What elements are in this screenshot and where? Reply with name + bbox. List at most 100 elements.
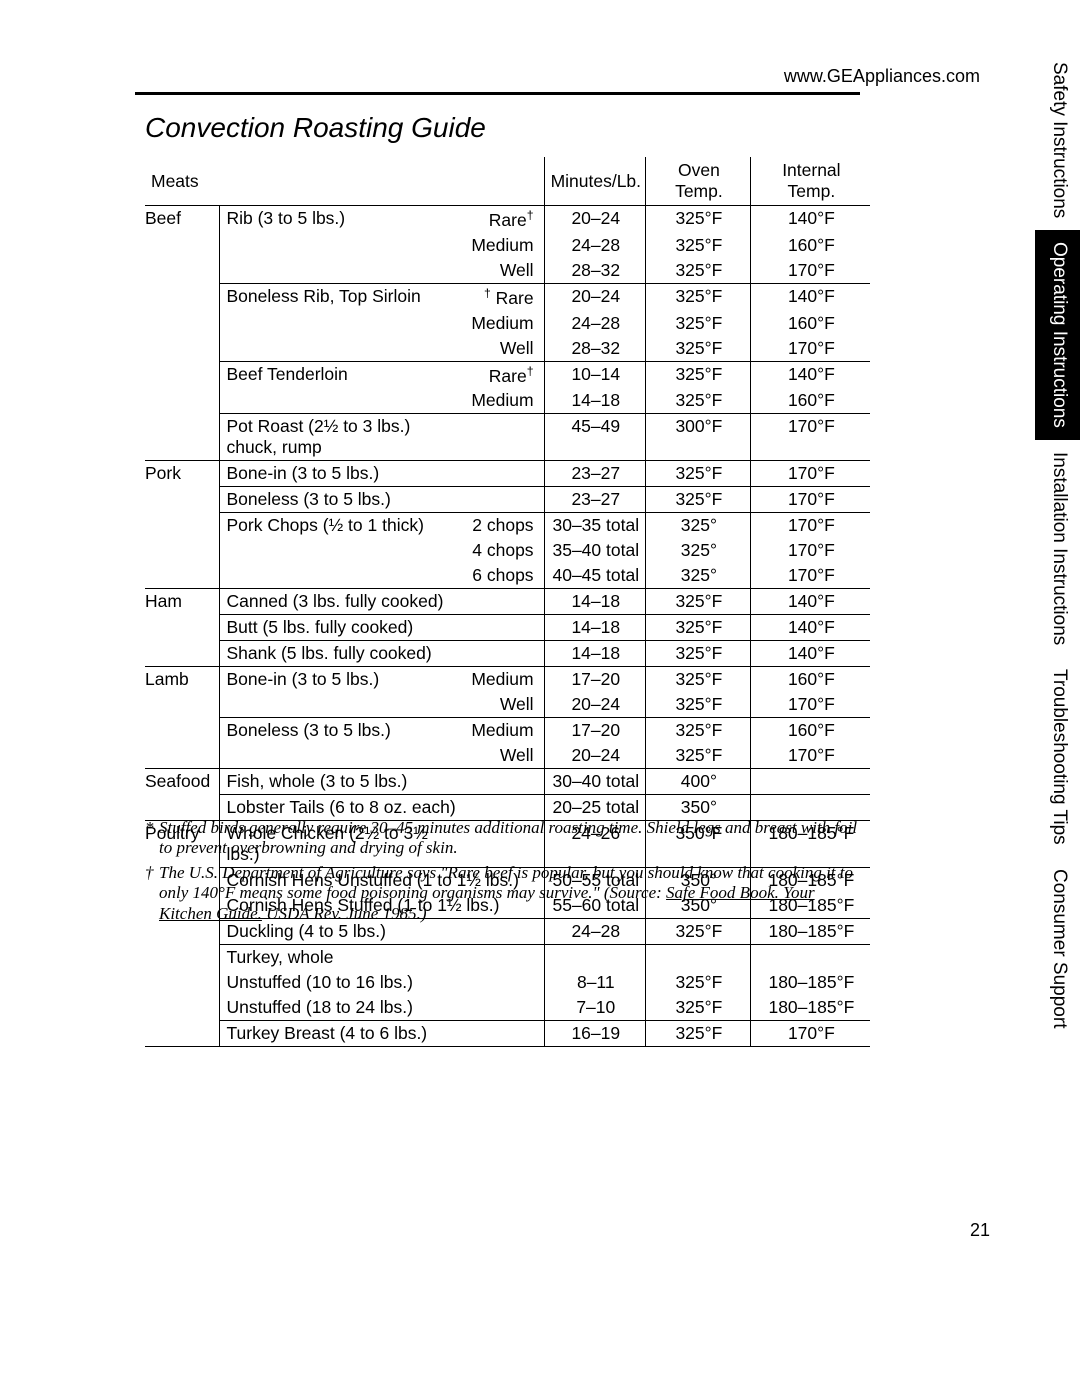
doneness: Rare† [464,206,544,233]
cell-minutes: 45–49 [544,414,645,461]
cut-description [220,388,464,414]
cell-minutes: 10–14 [544,361,645,388]
cell-internal: 170°F [750,513,870,539]
cell-internal [750,769,870,795]
side-tab[interactable]: Installation Instructions [1035,440,1080,657]
cell-minutes: 20–24 [544,743,645,769]
cell-internal: 140°F [750,283,870,310]
cut-description: Beef Tenderloin [220,361,464,388]
cell-minutes: 30–35 total [544,513,645,539]
col-header-spacer [220,157,464,206]
cell-internal: 160°F [750,311,870,336]
side-tab[interactable]: Consumer Support [1035,857,1080,1040]
side-tab[interactable]: Troubleshooting Tips [1035,657,1080,857]
cell-internal: 170°F [750,336,870,362]
cell-oven: 325° [646,563,751,589]
cell-minutes: 23–27 [544,461,645,487]
cell-oven: 325°F [646,615,751,641]
cell-oven: 325°F [646,487,751,513]
cut-description [220,311,464,336]
cell-oven: 325°F [646,206,751,233]
cell-minutes: 35–40 total [544,538,645,563]
cut-description: Boneless Rib, Top Sirloin [220,283,464,310]
col-header-minutes: Minutes/Lb. [544,157,645,206]
cell-minutes: 7–10 [544,995,645,1021]
meat-category: Beef [145,206,220,461]
cell-internal [750,945,870,971]
cell-minutes: 23–27 [544,487,645,513]
cut-description [220,692,464,718]
side-tab[interactable]: Operating Instructions [1035,230,1080,440]
doneness: Well [464,692,544,718]
doneness [464,461,544,487]
cut-description [220,743,464,769]
cell-minutes: 30–40 total [544,769,645,795]
doneness: Well [464,336,544,362]
doneness [464,1021,544,1047]
cut-description [220,258,464,284]
col-header-done [464,157,544,206]
cell-oven: 325° [646,538,751,563]
cell-internal: 170°F [750,1021,870,1047]
cut-description: Unstuffed (10 to 16 lbs.) [220,970,544,995]
cut-description: Pot Roast (2½ to 3 lbs.) chuck, rump [220,414,464,461]
doneness: Medium [464,388,544,414]
cut-description: Unstuffed (18 to 24 lbs.) [220,995,544,1021]
cell-minutes: 40–45 total [544,563,645,589]
cell-oven: 325°F [646,361,751,388]
cell-internal: 170°F [750,563,870,589]
meat-category: Seafood [145,769,220,821]
doneness [464,414,544,461]
cut-description: Rib (3 to 5 lbs.) [220,206,464,233]
meat-category: Lamb [145,667,220,769]
cut-description [220,538,464,563]
cell-oven: 400° [646,769,751,795]
cut-description: Turkey Breast (4 to 6 lbs.) [220,1021,464,1047]
footnote: *Stuffed birds generally require 30–45 m… [145,818,870,859]
doneness [464,589,544,615]
doneness: 2 chops [464,513,544,539]
cell-internal: 140°F [750,361,870,388]
cell-internal: 160°F [750,233,870,258]
cut-description: Bone-in (3 to 5 lbs.) [220,461,464,487]
cell-minutes: 14–18 [544,615,645,641]
cell-oven: 325°F [646,233,751,258]
cell-oven: 325°F [646,311,751,336]
cut-description: Turkey, whole [220,945,544,971]
cell-internal: 170°F [750,414,870,461]
side-tab[interactable]: Safety Instructions [1035,50,1080,230]
doneness [464,615,544,641]
cell-oven: 325°F [646,461,751,487]
cut-description [220,563,464,589]
doneness [464,487,544,513]
cell-oven [646,945,751,971]
cell-minutes: 14–18 [544,388,645,414]
cell-internal: 140°F [750,589,870,615]
doneness: 4 chops [464,538,544,563]
cell-oven: 325°F [646,388,751,414]
cell-internal: 160°F [750,718,870,744]
meat-category: Ham [145,589,220,667]
cell-internal: 170°F [750,692,870,718]
cell-minutes [544,945,645,971]
cell-minutes: 20–24 [544,283,645,310]
cell-minutes: 20–24 [544,692,645,718]
doneness: Rare† [464,361,544,388]
doneness: Well [464,743,544,769]
doneness [464,641,544,667]
cell-oven: 325°F [646,718,751,744]
cell-oven: 325°F [646,667,751,693]
cut-description: Fish, whole (3 to 5 lbs.) [220,769,464,795]
cell-oven: 325°F [646,589,751,615]
cell-minutes: 14–18 [544,641,645,667]
cell-minutes: 28–32 [544,258,645,284]
footnote: †The U.S. Department of Agriculture says… [145,863,870,924]
cut-description: Pork Chops (½ to 1 thick) [220,513,464,539]
cell-oven: 325°F [646,970,751,995]
cell-minutes: 24–28 [544,311,645,336]
cell-internal: 140°F [750,206,870,233]
doneness: Well [464,258,544,284]
cut-description: Boneless (3 to 5 lbs.) [220,487,464,513]
cell-minutes: 24–28 [544,233,645,258]
cell-oven: 300°F [646,414,751,461]
